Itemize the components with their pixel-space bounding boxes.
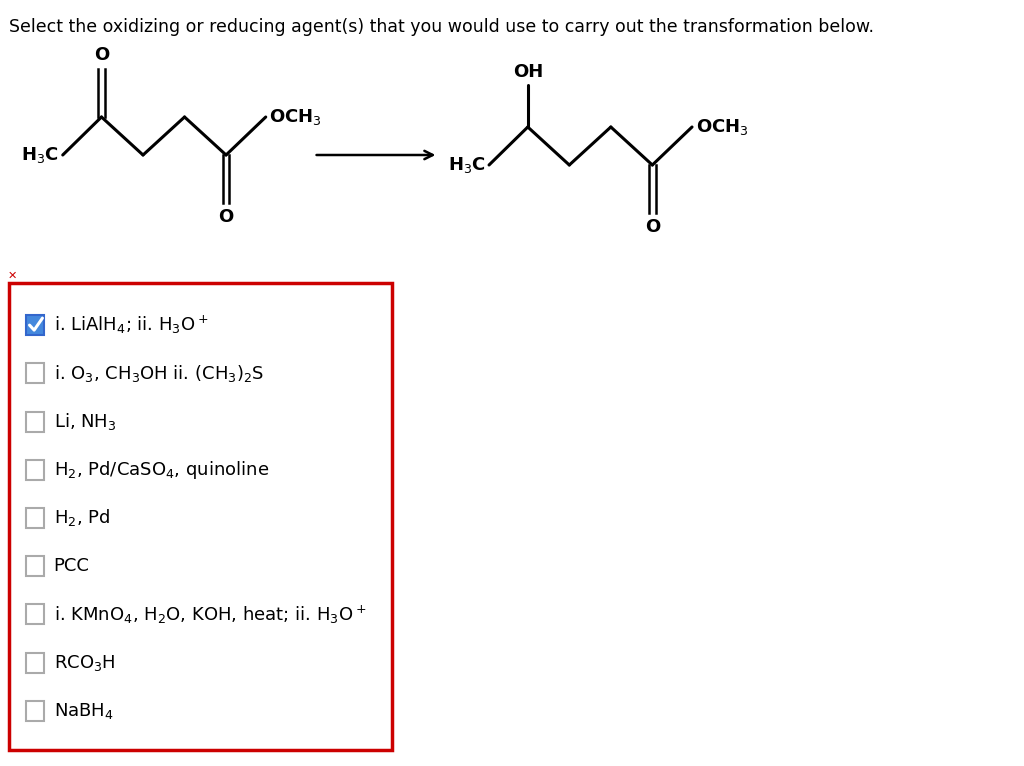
- Text: i. LiAlH$_4$; ii. H$_3$O$^+$: i. LiAlH$_4$; ii. H$_3$O$^+$: [53, 314, 208, 336]
- Text: H$_2$, Pd: H$_2$, Pd: [53, 508, 110, 529]
- Text: Li, NH$_3$: Li, NH$_3$: [53, 411, 116, 432]
- Text: Select the oxidizing or reducing agent(s) that you would use to carry out the tr: Select the oxidizing or reducing agent(s…: [9, 18, 874, 36]
- Bar: [26, 556, 44, 576]
- Bar: [26, 604, 44, 624]
- Bar: [26, 460, 44, 480]
- Text: ✕: ✕: [7, 271, 16, 281]
- Bar: [26, 363, 44, 383]
- Text: OCH$_3$: OCH$_3$: [269, 107, 323, 127]
- Text: i. KMnO$_4$, H$_2$O, KOH, heat; ii. H$_3$O$^+$: i. KMnO$_4$, H$_2$O, KOH, heat; ii. H$_3…: [53, 604, 366, 626]
- Bar: [26, 653, 44, 673]
- Text: i. O$_3$, CH$_3$OH ii. (CH$_3$)$_2$S: i. O$_3$, CH$_3$OH ii. (CH$_3$)$_2$S: [53, 363, 264, 384]
- Text: O: O: [218, 208, 233, 226]
- Bar: [26, 411, 44, 431]
- Bar: [26, 701, 44, 721]
- Text: H$_3$C: H$_3$C: [447, 155, 485, 175]
- Text: H$_2$, Pd/CaSO$_4$, quinoline: H$_2$, Pd/CaSO$_4$, quinoline: [53, 459, 268, 481]
- Text: PCC: PCC: [53, 557, 89, 575]
- Bar: [26, 315, 44, 335]
- Text: O: O: [645, 218, 660, 236]
- Bar: [9, 283, 392, 750]
- Text: OH: OH: [513, 63, 543, 81]
- Text: NaBH$_4$: NaBH$_4$: [53, 701, 114, 721]
- Text: OCH$_3$: OCH$_3$: [695, 117, 749, 137]
- Text: O: O: [94, 46, 110, 64]
- Text: RCO$_3$H: RCO$_3$H: [53, 653, 115, 673]
- Text: H$_3$C: H$_3$C: [22, 145, 59, 165]
- Bar: [26, 508, 44, 528]
